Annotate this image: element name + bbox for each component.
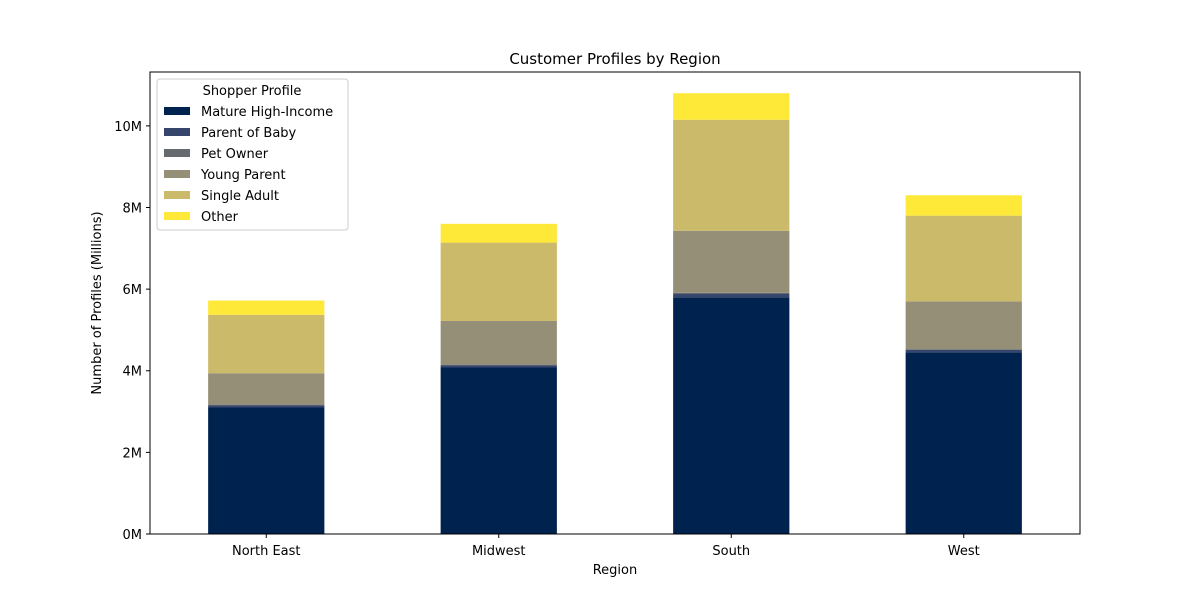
x-tick-label: North East [232,544,301,559]
legend-label: Single Adult [201,189,279,204]
legend-swatch [164,107,190,115]
bar-segment [673,297,790,534]
bar-segment [208,404,325,406]
legend-title: Shopper Profile [203,84,302,99]
x-tick-label: Midwest [472,544,526,559]
x-tick-label: West [948,544,980,559]
bar-segment [440,320,557,365]
legend-swatch [164,128,190,136]
bar-segment [905,301,1022,350]
bar-segment [673,292,790,295]
bar-segment [440,223,557,243]
legend-swatch [164,149,190,157]
x-axis-label: Region [593,563,638,578]
bar-segment [673,119,790,231]
bar-segment [905,349,1022,350]
legend-label: Young Parent [200,168,286,183]
bar-segment [208,314,325,374]
bar-segment [440,367,557,534]
x-axis: North East Midwest South West [232,534,980,559]
bar-segment [208,300,325,315]
bar-segment [905,195,1022,216]
y-tick-label: 2M [123,446,143,461]
legend-label: Other [201,210,239,225]
y-axis-label: Number of Profiles (Millions) [90,211,105,394]
legend-swatch [164,170,190,178]
legend-label: Pet Owner [201,147,269,162]
bar-segment [440,365,557,368]
bar-segment [440,242,557,321]
plot-frame [149,71,1081,535]
bar-segment [673,294,790,298]
bar-segment [905,215,1022,302]
bar-segment [673,230,790,293]
y-tick-label: 10M [114,120,142,135]
legend: Shopper Profile Mature High-Income Parent… [156,78,349,231]
chart-title: Customer Profiles by Region [509,50,720,68]
bar-segment [905,349,1022,353]
x-tick-label: South [712,544,750,559]
legend-swatch [164,212,190,220]
legend-label: Parent of Baby [201,126,297,141]
bar-segment [208,407,325,534]
legend-items: Mature High-Income Parent of Baby Pet Owne… [164,105,333,225]
y-tick-label: 8M [123,201,143,216]
y-axis: 0M 2M 4M 6M 8M 10M [114,120,150,543]
y-tick-label: 4M [123,365,143,380]
y-tick-label: 0M [123,528,143,543]
bars-layer [208,93,1022,534]
legend-swatch [164,191,190,199]
bar-segment [208,373,325,405]
legend-label: Mature High-Income [201,105,333,120]
bar-segment [905,352,1022,534]
bar-segment [208,405,325,408]
legend-box [156,78,349,231]
y-tick-label: 6M [123,283,143,298]
bar-segment [673,93,790,120]
bar-segment [440,364,557,366]
